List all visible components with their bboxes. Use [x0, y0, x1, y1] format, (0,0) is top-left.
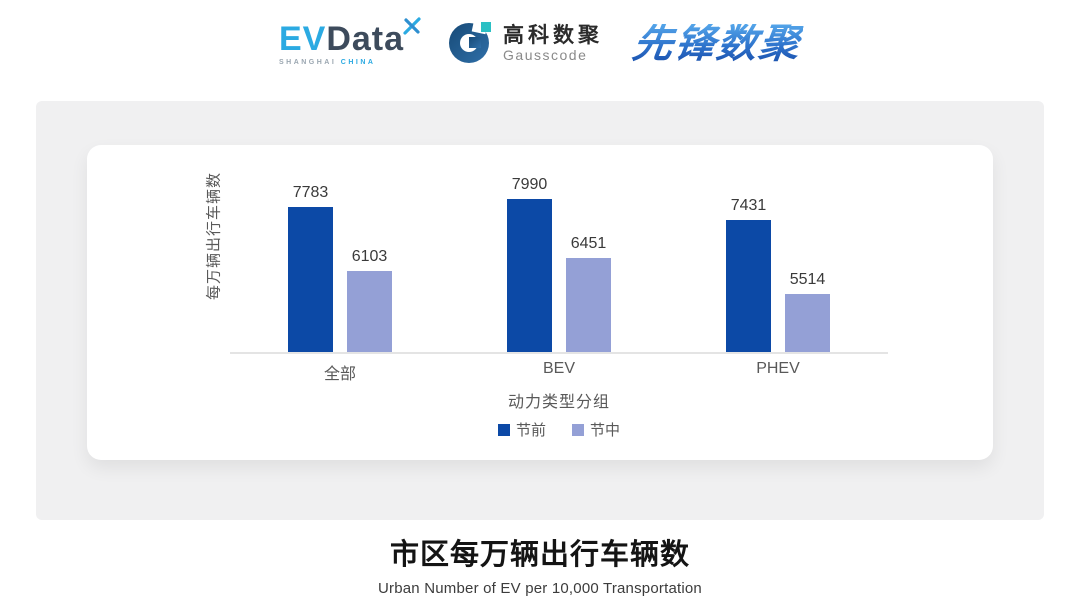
bar-value-label: 6451 [570, 235, 607, 252]
gausscode-en-text: Gausscode [503, 46, 588, 63]
bar-value-label: 7783 [292, 184, 329, 201]
bar [566, 258, 611, 352]
legend-swatch-icon [572, 423, 584, 436]
legend-item: 节前 [497, 419, 546, 440]
evdata-tagline-china: CHINA [340, 58, 376, 66]
gausscode-cn-text: 高科数聚 [503, 23, 604, 47]
bar-value-label: 5514 [789, 271, 826, 288]
x-axis-label: 动力类型分组 [507, 394, 610, 411]
legend-item: 节中 [572, 419, 620, 440]
bar-value-label: 7990 [511, 176, 548, 193]
page-subtitle: Urban Number of EV per 10,000 Transporta… [378, 580, 702, 597]
chart-card: 每万辆出行车辆数 动力类型分组 节前 节中 7783 6103 全部 7990 6451 B… [87, 145, 993, 460]
evdata-wordmark: EVData [279, 22, 404, 56]
evdata-tagline: SHANGHAI CHINA [279, 59, 404, 66]
category-label: 全部 [323, 366, 356, 383]
xianfeng-logo: 先锋数聚 [629, 21, 805, 66]
bar-value-label: 7431 [730, 197, 767, 214]
y-axis-label: 每万辆出行车辆数 [205, 171, 223, 301]
brand-header: EVData SHANGHAI CHINA [0, 16, 1080, 69]
evdata-data-text: Data [326, 19, 405, 58]
caption: 市区每万辆出行车辆数 Urban Number of EV per 10,000… [0, 531, 1080, 597]
gausscode-logo: 高科数聚 Gausscode [448, 18, 603, 69]
bar-value-label: 6103 [351, 248, 388, 265]
x-axis-line [230, 352, 888, 354]
legend: 节前 节中 [230, 419, 888, 440]
bar [726, 220, 771, 352]
bar [507, 199, 552, 352]
page-title: 市区每万辆出行车辆数 [389, 539, 690, 571]
evdata-tagline-shanghai: SHANGHAI [278, 58, 337, 66]
legend-label: 节中 [590, 422, 621, 439]
spark-x-icon [402, 16, 422, 41]
bar [288, 207, 333, 352]
bar [785, 294, 830, 352]
evdata-ev-text: EV [278, 19, 327, 58]
bar [347, 271, 392, 352]
gausscode-g-icon [448, 18, 494, 69]
legend-label: 节前 [515, 422, 546, 439]
legend-swatch-icon [497, 423, 510, 436]
evdata-logo: EVData SHANGHAI CHINA [279, 16, 421, 66]
category-label: PHEV [756, 360, 800, 377]
category-label: BEV [542, 360, 575, 377]
chart-plot: 每万辆出行车辆数 动力类型分组 节前 节中 7783 6103 全部 7990 6451 B… [87, 145, 993, 460]
